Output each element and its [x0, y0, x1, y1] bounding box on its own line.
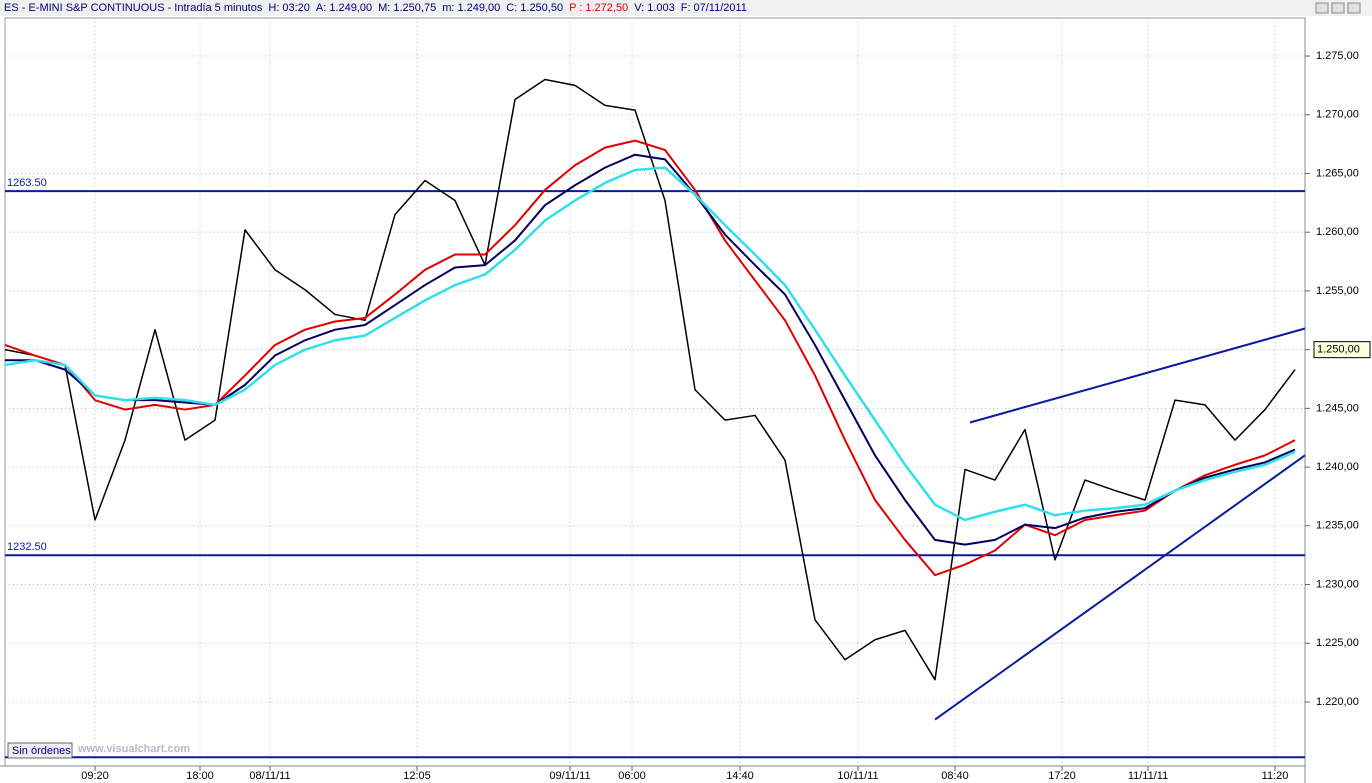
y-tick-label: 1.240,00: [1316, 461, 1359, 473]
series-line: [4, 78, 1296, 681]
field-value: 1.249,00: [329, 2, 372, 14]
field-value: 1.250,75: [393, 2, 436, 14]
minimize-button[interactable]: [1315, 2, 1329, 14]
y-tick-label: 1.265,00: [1316, 167, 1359, 179]
field-key: H:: [268, 2, 279, 14]
field-key: A:: [316, 2, 326, 14]
header-text: ES - E-MINI S&P CONTINUOUS - Intradía 5 …: [4, 2, 747, 14]
x-tick-label: 09/11/11: [549, 770, 590, 782]
trendline: [969, 327, 1306, 424]
y-tick-label: 1.260,00: [1316, 226, 1359, 238]
field-key: M:: [378, 2, 390, 14]
orders-label: Sin órdenes: [12, 745, 71, 757]
x-tick-label: 10/11/11: [837, 770, 878, 782]
field-value: 03:20: [282, 2, 310, 14]
y-tick-label: 1.220,00: [1316, 696, 1359, 708]
y-tick-label: 1.255,00: [1316, 285, 1359, 297]
y-tick-label: 1.245,00: [1316, 402, 1359, 414]
field-key: C:: [506, 2, 517, 14]
y-tick-label: 1.275,00: [1316, 50, 1359, 62]
x-tick-label: 12:05: [403, 770, 431, 782]
y-tick-label: 1.230,00: [1316, 578, 1359, 590]
series-line: [4, 139, 1296, 577]
field-key: m:: [442, 2, 454, 14]
x-tick-label: 08:40: [941, 770, 969, 782]
field-value: 1.272,50: [585, 2, 628, 14]
x-tick-label: 14:40: [726, 770, 754, 782]
header: ES - E-MINI S&P CONTINUOUS - Intradía 5 …: [4, 2, 747, 14]
last-price-label: 1.250,00: [1317, 344, 1360, 356]
watermark: www.visualchart.com: [77, 743, 190, 755]
close-button[interactable]: [1347, 2, 1361, 14]
header-bar: [0, 0, 1372, 16]
x-tick-label: 17:20: [1048, 770, 1076, 782]
x-tick-label: 09:20: [81, 770, 109, 782]
field-value: 07/11/2011: [694, 2, 747, 14]
field-key: V:: [634, 2, 644, 14]
field-key: F:: [681, 2, 691, 14]
horizontal-line-label: 1263.50: [7, 177, 47, 189]
orders-box: [7, 742, 73, 759]
series-line: [4, 166, 1296, 522]
field-key: P :: [569, 2, 582, 14]
x-tick-label: 11:20: [1262, 770, 1289, 782]
maximize-button[interactable]: [1331, 2, 1345, 14]
last-price-box: [1313, 341, 1371, 359]
field-value: 1.249,00: [457, 2, 500, 14]
field-value: 1.250,50: [520, 2, 563, 14]
horizontal-line-label: 1232.50: [7, 541, 47, 553]
x-tick-label: 06:00: [618, 770, 646, 782]
trendline: [934, 454, 1306, 721]
y-tick-label: 1.270,00: [1316, 109, 1359, 121]
field-value: 1.003: [647, 2, 675, 14]
x-tick-label: 08/11/11: [249, 770, 290, 782]
symbol: ES - E-MINI S&P CONTINUOUS - Intradía 5 …: [4, 2, 263, 14]
x-tick-label: 11/11/11: [1128, 770, 1168, 782]
x-tick-label: 18:00: [186, 770, 214, 782]
y-tick-label: 1.235,00: [1316, 520, 1359, 532]
y-tick-label: 1.225,00: [1316, 637, 1359, 649]
